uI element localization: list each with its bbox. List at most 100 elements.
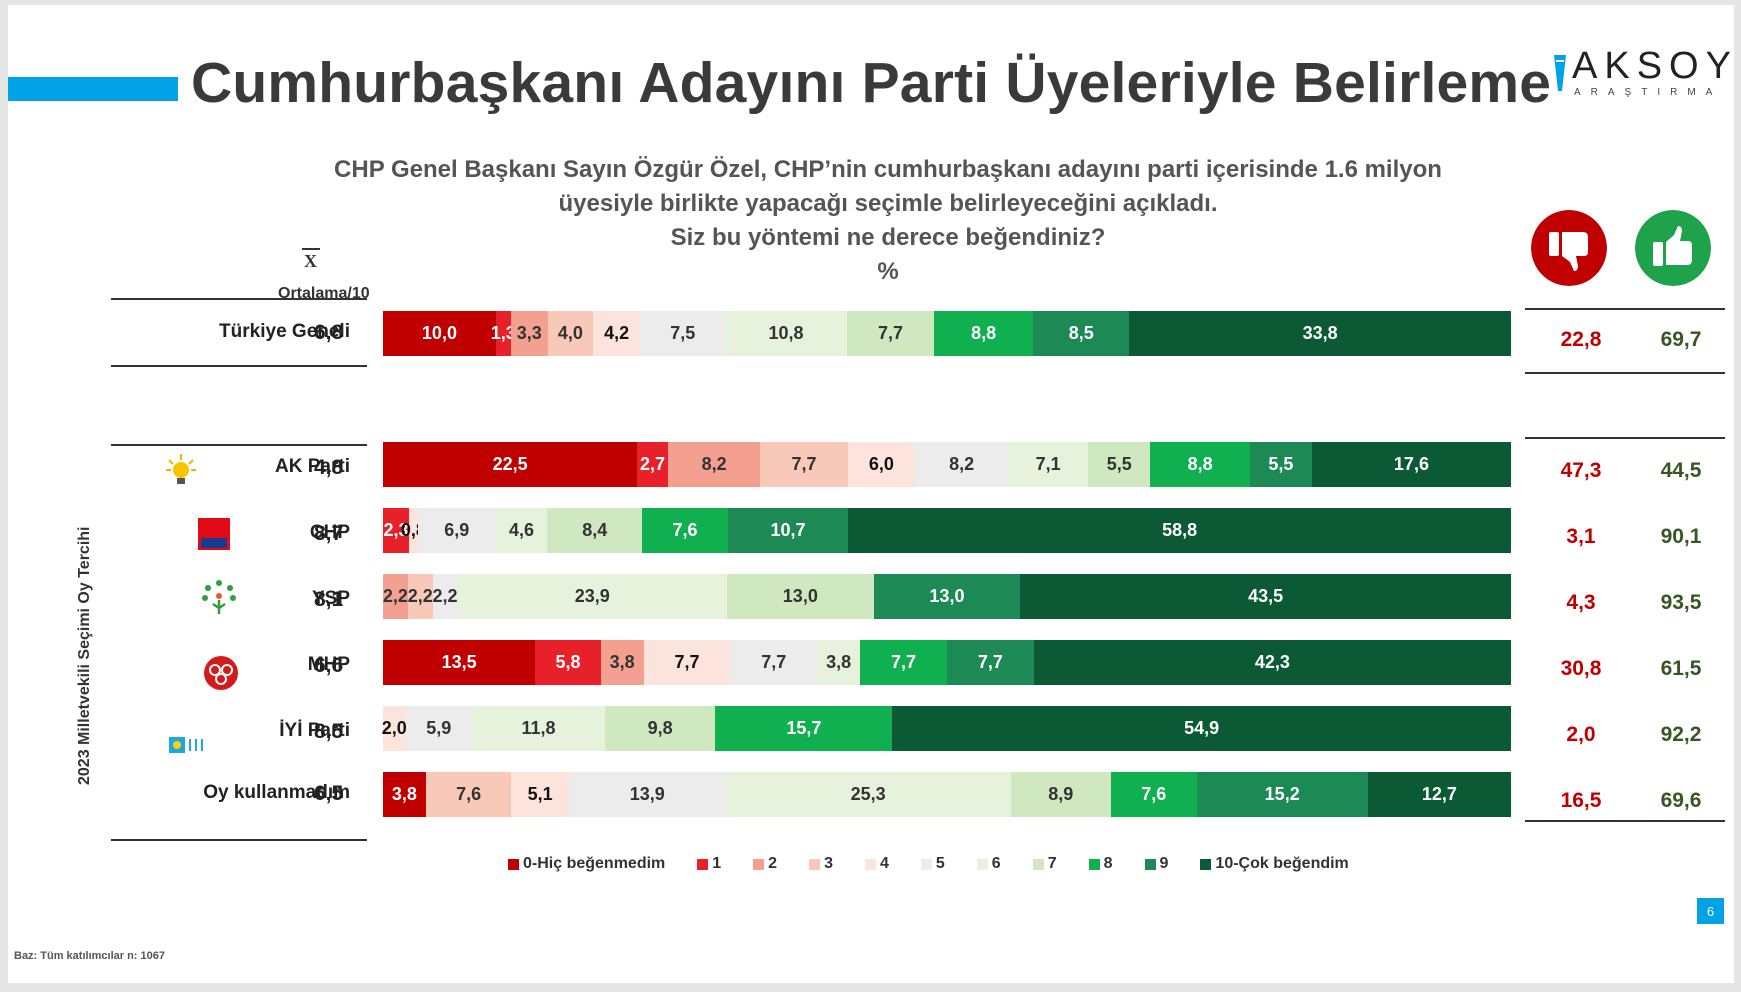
rule-totals-top bbox=[1525, 308, 1725, 310]
bar-t-rkiye-geneli: 10,0 1,3 3,3 4,0 4,2 7,5 10,8 7,7 8,8 8,5 33,8 bbox=[383, 311, 1511, 356]
bar-segment-score-6: 25,3 bbox=[725, 772, 1011, 817]
question-line-2: üyesiyle birlikte yapacağı seçimle belir… bbox=[558, 190, 1218, 217]
bar-segment-score-3: 7,7 bbox=[760, 442, 848, 487]
legend-item-0: 0-Hiç beğenmedim bbox=[508, 855, 665, 873]
legend-item-3: 3 bbox=[809, 855, 833, 873]
bar-ak-parti: 22,5 2,7 8,2 7,7 6,0 8,2 7,1 5,5 8,8 5,5 17,6 bbox=[383, 442, 1511, 487]
question-unit: % bbox=[877, 258, 899, 285]
bar-segment-score-10: 43,5 bbox=[1020, 574, 1511, 619]
chart-legend: 0-Hiç beğenmedim 1 2 3 4 5 6 7 8 9 10-Çok beğendim bbox=[508, 855, 1349, 873]
bar-segment-score-5: 5,9 bbox=[405, 706, 473, 751]
legend-item-5: 5 bbox=[920, 855, 945, 873]
bar-segment-score-6: 4,6 bbox=[495, 508, 548, 553]
logo-sub: ARAŞTIRMA bbox=[1574, 87, 1723, 98]
legend-swatch bbox=[697, 858, 709, 870]
bar-segment-score-8: 15,7 bbox=[715, 706, 893, 751]
legend-swatch bbox=[976, 858, 988, 870]
thumbs-down-icon bbox=[1531, 210, 1607, 286]
like-total-oy-kullanmad-m: 69,6 bbox=[1660, 789, 1702, 812]
bar-segment-score-4: 5,1 bbox=[511, 772, 569, 817]
mean-symbol: X bbox=[302, 248, 320, 271]
row-label-ak-parti: AK Parti bbox=[275, 456, 350, 477]
page-title: Cumhurbaşkanı Adayını Parti Üyeleriyle B… bbox=[191, 51, 1552, 115]
question-line-1: CHP Genel Başkanı Sayın Özgür Özel, CHP’… bbox=[334, 156, 1442, 183]
bar-segment-score-3: 2,2 bbox=[408, 574, 433, 619]
bar-segment-score-9: 5,5 bbox=[1249, 442, 1312, 487]
row-mean-mhp: 6,6 bbox=[314, 654, 344, 677]
legend-item-2: 2 bbox=[753, 855, 777, 873]
legend-label: 0-Hiç beğenmedim bbox=[523, 855, 666, 872]
row-mean-t-rkiye-geneli: 6,8 bbox=[314, 321, 344, 344]
legend-swatch bbox=[1088, 858, 1100, 870]
legend-label: 3 bbox=[824, 855, 833, 872]
bar-segment-score-8: 7,6 bbox=[642, 508, 728, 553]
bar-segment-score-1: 5,8 bbox=[535, 640, 601, 685]
bar-segment-score-7: 5,5 bbox=[1088, 442, 1151, 487]
bar-segment-score-9: 15,2 bbox=[1196, 772, 1368, 817]
accent-bar bbox=[8, 77, 178, 101]
bar-segment-score-8: 8,8 bbox=[933, 311, 1034, 356]
row-label-chp: CHP bbox=[309, 522, 350, 543]
bar-segment-score-3: 7,6 bbox=[425, 772, 512, 817]
bar-segment-score-4: 4,2 bbox=[592, 311, 641, 356]
legend-swatch bbox=[864, 858, 876, 870]
bar-segment-score-2: 8,2 bbox=[667, 442, 761, 487]
bar-segment-score-1: 1,3 bbox=[491, 311, 516, 356]
bar-segment-score-10: 42,3 bbox=[1033, 640, 1511, 685]
legend-swatch bbox=[753, 858, 765, 870]
bar-segment-score-10: 58,8 bbox=[848, 508, 1511, 553]
legend-item-7: 7 bbox=[1032, 855, 1057, 873]
like-total-ysp: 93,5 bbox=[1660, 591, 1702, 614]
legend-label: 4 bbox=[879, 855, 889, 872]
legend-item-1: 1 bbox=[697, 855, 721, 873]
bar-segment-score-2: 3,8 bbox=[600, 640, 644, 685]
legend-label: 10-Çok beğendim bbox=[1215, 855, 1349, 872]
bar-segment-score-10: 54,9 bbox=[892, 706, 1511, 751]
aksoy-logo: AKSOY ARAŞTIRMA bbox=[1552, 45, 1731, 105]
legend-item-9: 9 bbox=[1144, 855, 1168, 873]
bar-segment-score-9: 10,7 bbox=[727, 508, 849, 553]
bar-segment-score-8: 8,8 bbox=[1150, 442, 1250, 487]
legend-item-4: 4 bbox=[864, 855, 889, 873]
dislike-total-mhp: 30,8 bbox=[1560, 657, 1602, 680]
dislike-total-oy-kullanmad-m: 16,5 bbox=[1560, 789, 1602, 812]
bar-segment-score-4: 0,8 bbox=[401, 508, 426, 553]
row-mean-oy-kullanmad-m: 6,5 bbox=[314, 782, 344, 805]
legend-label: 7 bbox=[1047, 855, 1057, 872]
question-text: CHP Genel Başkanı Sayın Özgür Özel, CHP’… bbox=[258, 153, 1518, 289]
bar-segment-score-9: 13,0 bbox=[873, 574, 1021, 619]
bar-mhp: 13,5 5,8 3,8 7,7 7,7 3,8 7,7 7,7 42,3 bbox=[383, 640, 1511, 685]
bar-segment-score-9: 8,5 bbox=[1033, 311, 1130, 356]
legend-item-6: 6 bbox=[976, 855, 1001, 873]
row-label-ysp: YSP bbox=[311, 588, 350, 609]
dislike-total-ysp: 4,3 bbox=[1566, 591, 1596, 614]
thumbs-up-icon bbox=[1635, 210, 1711, 286]
legend-swatch bbox=[809, 858, 821, 870]
bar-segment-score-4: 6,0 bbox=[847, 442, 916, 487]
bar-segment-score-0: 3,8 bbox=[383, 772, 426, 817]
bar-chp: 2,3 0,8 6,9 4,6 8,4 7,6 10,7 58,8 bbox=[383, 508, 1511, 553]
dislike-total-ak-parti: 47,3 bbox=[1560, 459, 1602, 482]
rule-header bbox=[111, 298, 367, 300]
bar-segment-score-6: 23,9 bbox=[457, 574, 728, 619]
bar-segment-score-5: 6,9 bbox=[417, 508, 496, 553]
bar-segment-score-8: 7,7 bbox=[860, 640, 947, 685]
mean-caption: Ortalama/10 bbox=[278, 285, 370, 302]
bar-segment-score-2: 3,3 bbox=[510, 311, 548, 356]
bar-oy-kullanmad-m: 3,8 7,6 5,1 13,9 25,3 8,9 7,6 15,2 12,7 bbox=[383, 772, 1511, 817]
bar-segment-score-5: 13,9 bbox=[568, 772, 726, 817]
bar-i-yi-parti: 2,0 5,9 11,8 9,8 15,7 54,9 bbox=[382, 706, 1511, 751]
bar-segment-score-5: 2,2 bbox=[433, 574, 458, 619]
bar-segment-score-5: 7,7 bbox=[730, 640, 818, 685]
dislike-total-t-rkiye-geneli: 22,8 bbox=[1560, 328, 1602, 351]
bar-segment-score-10: 33,8 bbox=[1129, 311, 1511, 356]
legend-label: 2 bbox=[768, 855, 778, 872]
legend-swatch bbox=[1144, 858, 1156, 870]
bar-segment-score-6: 3,8 bbox=[817, 640, 861, 685]
rule-parties-top bbox=[111, 444, 367, 446]
bar-segment-score-0: 13,5 bbox=[383, 640, 536, 685]
bar-segment-score-1: 2,7 bbox=[637, 442, 668, 487]
row-label-i-yi-parti: İYİ Parti bbox=[279, 720, 350, 741]
mhp-logo-icon bbox=[204, 656, 238, 690]
bar-segment-score-2: 2,2 bbox=[383, 574, 408, 619]
